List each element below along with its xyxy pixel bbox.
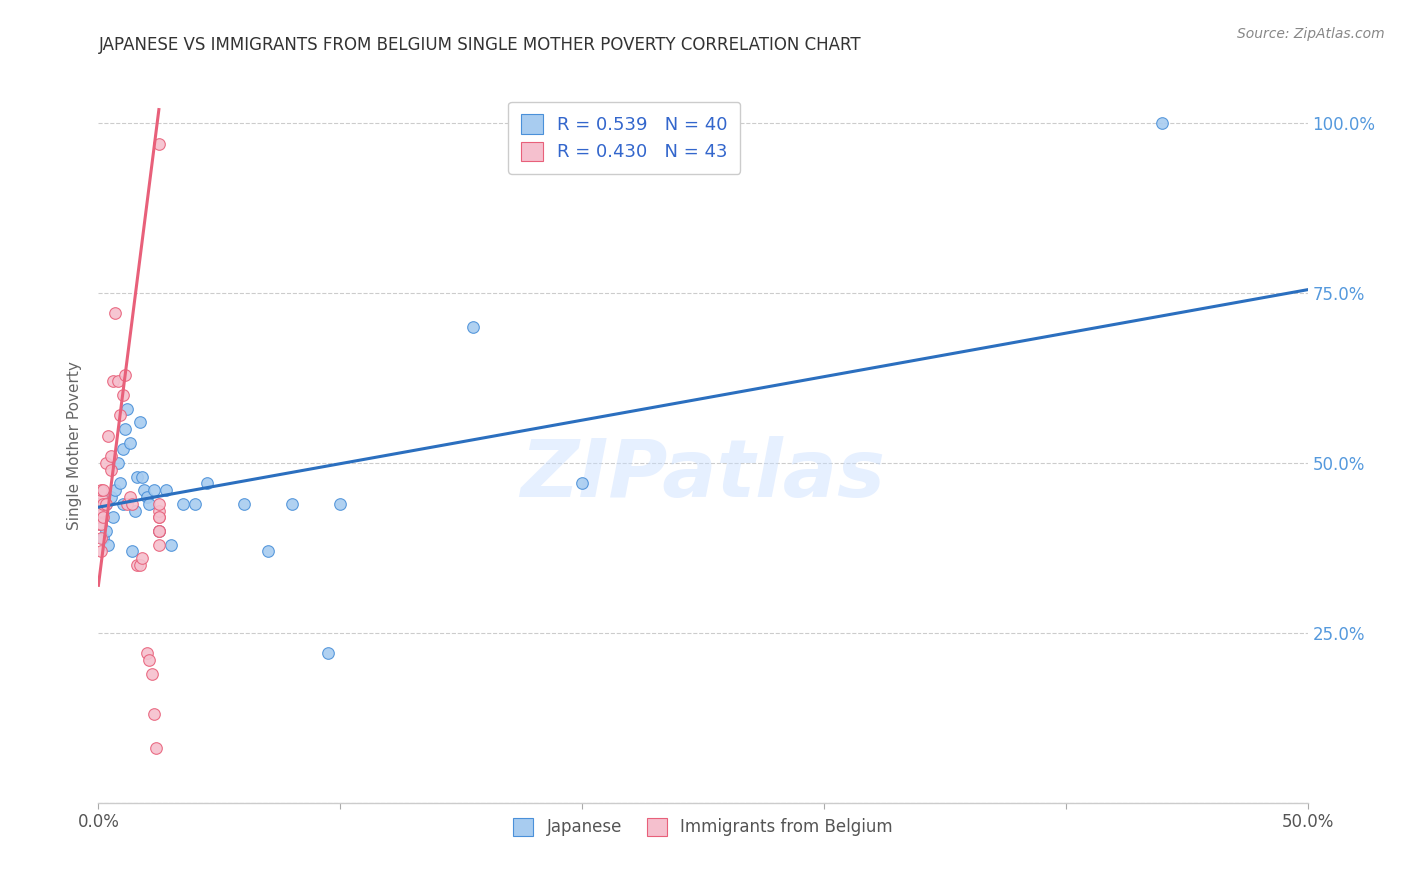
Point: [148, 497, 170, 511]
Point: [107, 375, 129, 389]
Point: [90, 483, 112, 498]
Point: [111, 442, 134, 457]
Point: [117, 401, 139, 416]
Point: [94, 456, 117, 470]
Point: [101, 510, 124, 524]
Point: [138, 497, 160, 511]
Point: [94, 524, 117, 538]
Point: [329, 497, 352, 511]
Point: [91, 483, 114, 498]
Point: [184, 497, 207, 511]
Point: [134, 483, 156, 498]
Point: [143, 707, 166, 722]
Point: [91, 497, 114, 511]
Point: [100, 490, 122, 504]
Point: [114, 422, 136, 436]
Point: [87, 510, 110, 524]
Point: [128, 558, 150, 572]
Point: [91, 531, 114, 545]
Point: [316, 646, 339, 660]
Point: [104, 483, 127, 498]
Point: [143, 483, 166, 498]
Point: [121, 544, 143, 558]
Point: [104, 306, 127, 320]
Point: [135, 646, 157, 660]
Point: [90, 517, 112, 532]
Point: [281, 497, 304, 511]
Point: [160, 537, 183, 551]
Point: [90, 503, 112, 517]
Point: [94, 497, 117, 511]
Point: [131, 551, 153, 566]
Point: [91, 510, 114, 524]
Point: [1152, 116, 1174, 130]
Point: [121, 497, 143, 511]
Point: [127, 558, 149, 572]
Point: [90, 490, 112, 504]
Point: [127, 469, 149, 483]
Point: [117, 497, 139, 511]
Point: [172, 497, 194, 511]
Point: [90, 531, 112, 545]
Point: [195, 476, 218, 491]
Point: [100, 463, 122, 477]
Point: [148, 537, 170, 551]
Point: [107, 456, 129, 470]
Point: [138, 653, 160, 667]
Text: Source: ZipAtlas.com: Source: ZipAtlas.com: [1237, 27, 1385, 41]
Point: [94, 497, 117, 511]
Point: [148, 524, 170, 538]
Point: [155, 483, 177, 498]
Point: [148, 136, 170, 151]
Point: [97, 429, 120, 443]
Point: [148, 524, 170, 538]
Point: [148, 503, 170, 517]
Point: [91, 510, 114, 524]
Point: [100, 449, 122, 463]
Point: [90, 544, 112, 558]
Point: [232, 497, 254, 511]
Text: JAPANESE VS IMMIGRANTS FROM BELGIUM SINGLE MOTHER POVERTY CORRELATION CHART: JAPANESE VS IMMIGRANTS FROM BELGIUM SING…: [98, 36, 860, 54]
Point: [145, 741, 167, 756]
Point: [463, 320, 485, 334]
Point: [148, 510, 170, 524]
Point: [90, 517, 112, 532]
Point: [118, 490, 141, 504]
Point: [108, 476, 131, 491]
Point: [87, 497, 110, 511]
Point: [90, 503, 112, 517]
Point: [135, 490, 157, 504]
Point: [111, 388, 134, 402]
Point: [114, 368, 136, 382]
Text: ZIPatlas: ZIPatlas: [520, 435, 886, 514]
Point: [124, 503, 146, 517]
Point: [101, 375, 124, 389]
Point: [571, 476, 593, 491]
Point: [118, 435, 141, 450]
Point: [97, 537, 120, 551]
Point: [87, 503, 110, 517]
Legend: Japanese, Immigrants from Belgium: Japanese, Immigrants from Belgium: [502, 806, 904, 848]
Point: [148, 524, 170, 538]
Point: [141, 666, 163, 681]
Point: [111, 497, 134, 511]
Point: [128, 415, 150, 429]
Point: [256, 544, 278, 558]
Point: [131, 469, 153, 483]
Point: [148, 510, 170, 524]
Y-axis label: Single Mother Poverty: Single Mother Poverty: [67, 361, 83, 531]
Point: [87, 517, 110, 532]
Point: [108, 409, 131, 423]
